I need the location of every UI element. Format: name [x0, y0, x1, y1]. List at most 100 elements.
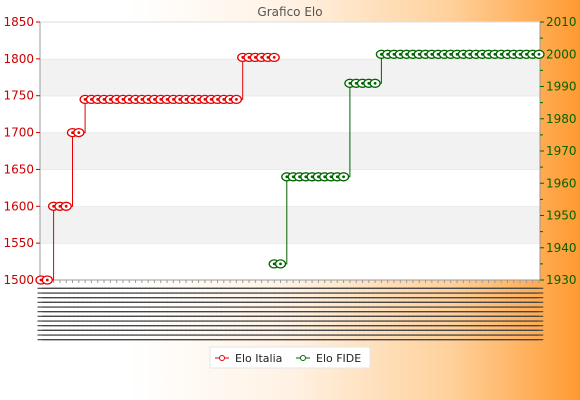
x-tick-label-mark: |||||||||||| [363, 286, 374, 342]
left-tick-label: 1700 [3, 126, 34, 140]
x-tick-glyph: |||||||||||| [189, 286, 200, 342]
x-tick-label-mark: |||||||||||| [122, 286, 133, 342]
x-tick-glyph: |||||||||||| [104, 286, 115, 342]
x-tick-label-mark: |||||||||||| [104, 286, 115, 342]
x-tick-label-mark: |||||||||||| [247, 286, 258, 342]
data-point-core [127, 98, 131, 101]
right-tick-label: 1930 [546, 273, 577, 287]
x-tick-glyph: |||||||||||| [354, 286, 365, 342]
x-tick-label-mark: |||||||||||| [511, 286, 522, 342]
x-tick-glyph: |||||||||||| [135, 286, 146, 342]
data-point-core [172, 98, 175, 101]
x-tick-label-mark: |||||||||||| [189, 286, 200, 342]
data-point-core [310, 175, 314, 179]
x-tick-glyph: |||||||||||| [395, 286, 406, 342]
x-tick-label-mark: |||||||||||| [377, 286, 388, 342]
data-point-core [203, 98, 207, 101]
x-tick-label-mark: |||||||||||| [332, 286, 343, 342]
data-point-core [537, 52, 541, 56]
x-tick-glyph: |||||||||||| [68, 286, 79, 342]
data-point-core [83, 98, 87, 101]
data-point-core [380, 52, 383, 56]
data-point-core [329, 175, 333, 179]
left-tick-label: 1500 [3, 273, 34, 287]
x-tick-label-mark: |||||||||||| [292, 286, 303, 342]
x-tick-glyph: |||||||||||| [269, 286, 280, 342]
data-point-core [323, 175, 327, 179]
x-tick-glyph: |||||||||||| [73, 286, 84, 342]
x-tick-glyph: |||||||||||| [341, 286, 352, 342]
x-tick-label-mark: |||||||||||| [444, 286, 455, 342]
right-tick-label: 1950 [546, 209, 577, 223]
x-tick-label-mark: |||||||||||| [359, 286, 370, 342]
legend-label: Elo FIDE [316, 352, 361, 365]
data-point-core [367, 81, 371, 85]
x-tick-label-mark: |||||||||||| [497, 286, 508, 342]
x-tick-glyph: |||||||||||| [399, 286, 410, 342]
x-tick-glyph: |||||||||||| [86, 286, 97, 342]
data-point-core [499, 52, 503, 56]
data-point-core [140, 98, 144, 101]
data-point-core [417, 52, 421, 56]
x-tick-glyph: |||||||||||| [247, 286, 258, 342]
grid-band [40, 132, 540, 170]
x-tick-glyph: |||||||||||| [301, 286, 312, 342]
x-tick-glyph: |||||||||||| [117, 286, 128, 342]
x-tick-glyph: |||||||||||| [310, 286, 321, 342]
x-tick-glyph: |||||||||||| [381, 286, 392, 342]
data-point-core [411, 52, 415, 56]
x-tick-label-mark: |||||||||||| [220, 286, 231, 342]
data-point-core [335, 175, 339, 179]
data-point-core [392, 52, 396, 56]
x-tick-label-mark: |||||||||||| [439, 286, 450, 342]
x-tick-label-mark: |||||||||||| [430, 286, 441, 342]
x-tick-glyph: |||||||||||| [234, 286, 245, 342]
legend-box [209, 346, 371, 369]
x-tick-label-mark: |||||||||||| [162, 286, 173, 342]
x-tick-label-mark: |||||||||||| [403, 286, 414, 342]
x-tick-label-mark: |||||||||||| [372, 286, 383, 342]
x-tick-label-mark: |||||||||||| [42, 286, 53, 342]
x-tick-label-mark: |||||||||||| [305, 286, 316, 342]
left-tick-label: 1800 [3, 52, 34, 66]
data-point-core [354, 81, 358, 85]
x-tick-glyph: |||||||||||| [328, 286, 339, 342]
x-tick-label-mark: |||||||||||| [171, 286, 182, 342]
x-tick-glyph: |||||||||||| [430, 286, 441, 342]
x-tick-glyph: |||||||||||| [479, 286, 490, 342]
x-tick-label-mark: |||||||||||| [269, 286, 280, 342]
left-tick-label: 1650 [3, 162, 34, 176]
data-point-core [468, 52, 472, 56]
data-point-core [518, 52, 522, 56]
x-tick-label-mark: |||||||||||| [345, 286, 356, 342]
x-tick-glyph: |||||||||||| [131, 286, 142, 342]
x-tick-glyph: |||||||||||| [502, 286, 513, 342]
x-tick-glyph: |||||||||||| [386, 286, 397, 342]
x-tick-label-mark: |||||||||||| [135, 286, 146, 342]
x-tick-glyph: |||||||||||| [265, 286, 276, 342]
x-tick-label-mark: |||||||||||| [399, 286, 410, 342]
x-tick-label-mark: |||||||||||| [86, 286, 97, 342]
data-point-core [209, 98, 213, 101]
x-tick-label-mark: |||||||||||| [216, 286, 227, 342]
data-point-core [153, 98, 156, 101]
x-tick-label-mark: |||||||||||| [287, 286, 298, 342]
x-tick-glyph: |||||||||||| [439, 286, 450, 342]
x-tick-label-mark: |||||||||||| [113, 286, 124, 342]
data-point-core [443, 52, 446, 56]
x-tick-glyph: |||||||||||| [417, 286, 428, 342]
x-tick-glyph: |||||||||||| [225, 286, 236, 342]
data-point-core [512, 52, 516, 56]
x-tick-glyph: |||||||||||| [126, 286, 137, 342]
x-tick-label-mark: |||||||||||| [144, 286, 155, 342]
x-tick-glyph: |||||||||||| [319, 286, 330, 342]
x-tick-glyph: |||||||||||| [475, 286, 486, 342]
x-tick-glyph: |||||||||||| [180, 286, 191, 342]
x-tick-label-mark: |||||||||||| [412, 286, 423, 342]
data-point-core [474, 52, 478, 56]
data-point-core [39, 278, 43, 282]
x-tick-glyph: |||||||||||| [529, 286, 540, 342]
data-point-core [348, 81, 352, 85]
